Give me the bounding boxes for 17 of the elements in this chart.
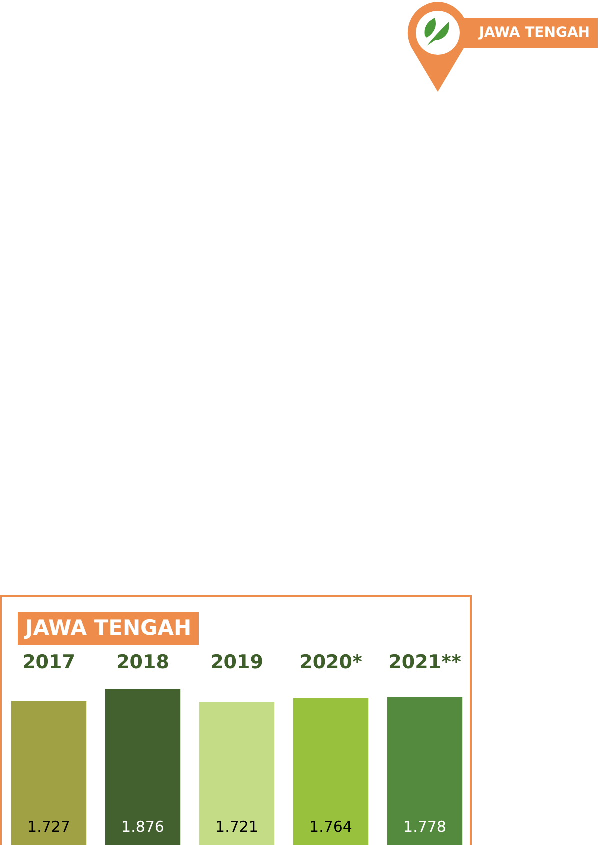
bar: [293, 698, 369, 845]
x-tick-label: 2018: [116, 651, 170, 674]
data-label: 1.721: [216, 818, 258, 836]
bar: [387, 697, 463, 845]
text: JAWA TENGAH: [462, 18, 598, 48]
chart-title: JAWA TENGAH: [18, 612, 199, 645]
x-tick-label: 2021**: [388, 651, 462, 674]
x-tick-label: 2020*: [300, 651, 362, 674]
bar: [11, 701, 87, 845]
data-label: 1.764: [310, 818, 352, 836]
x-tick-label: 2017: [22, 651, 76, 674]
x-tick-label: 2019: [210, 651, 264, 674]
data-label: 1.727: [28, 818, 70, 836]
data-label: 1.778: [404, 818, 446, 836]
bar: [199, 702, 275, 845]
bar: [105, 689, 181, 845]
data-label: 1.876: [122, 818, 164, 836]
